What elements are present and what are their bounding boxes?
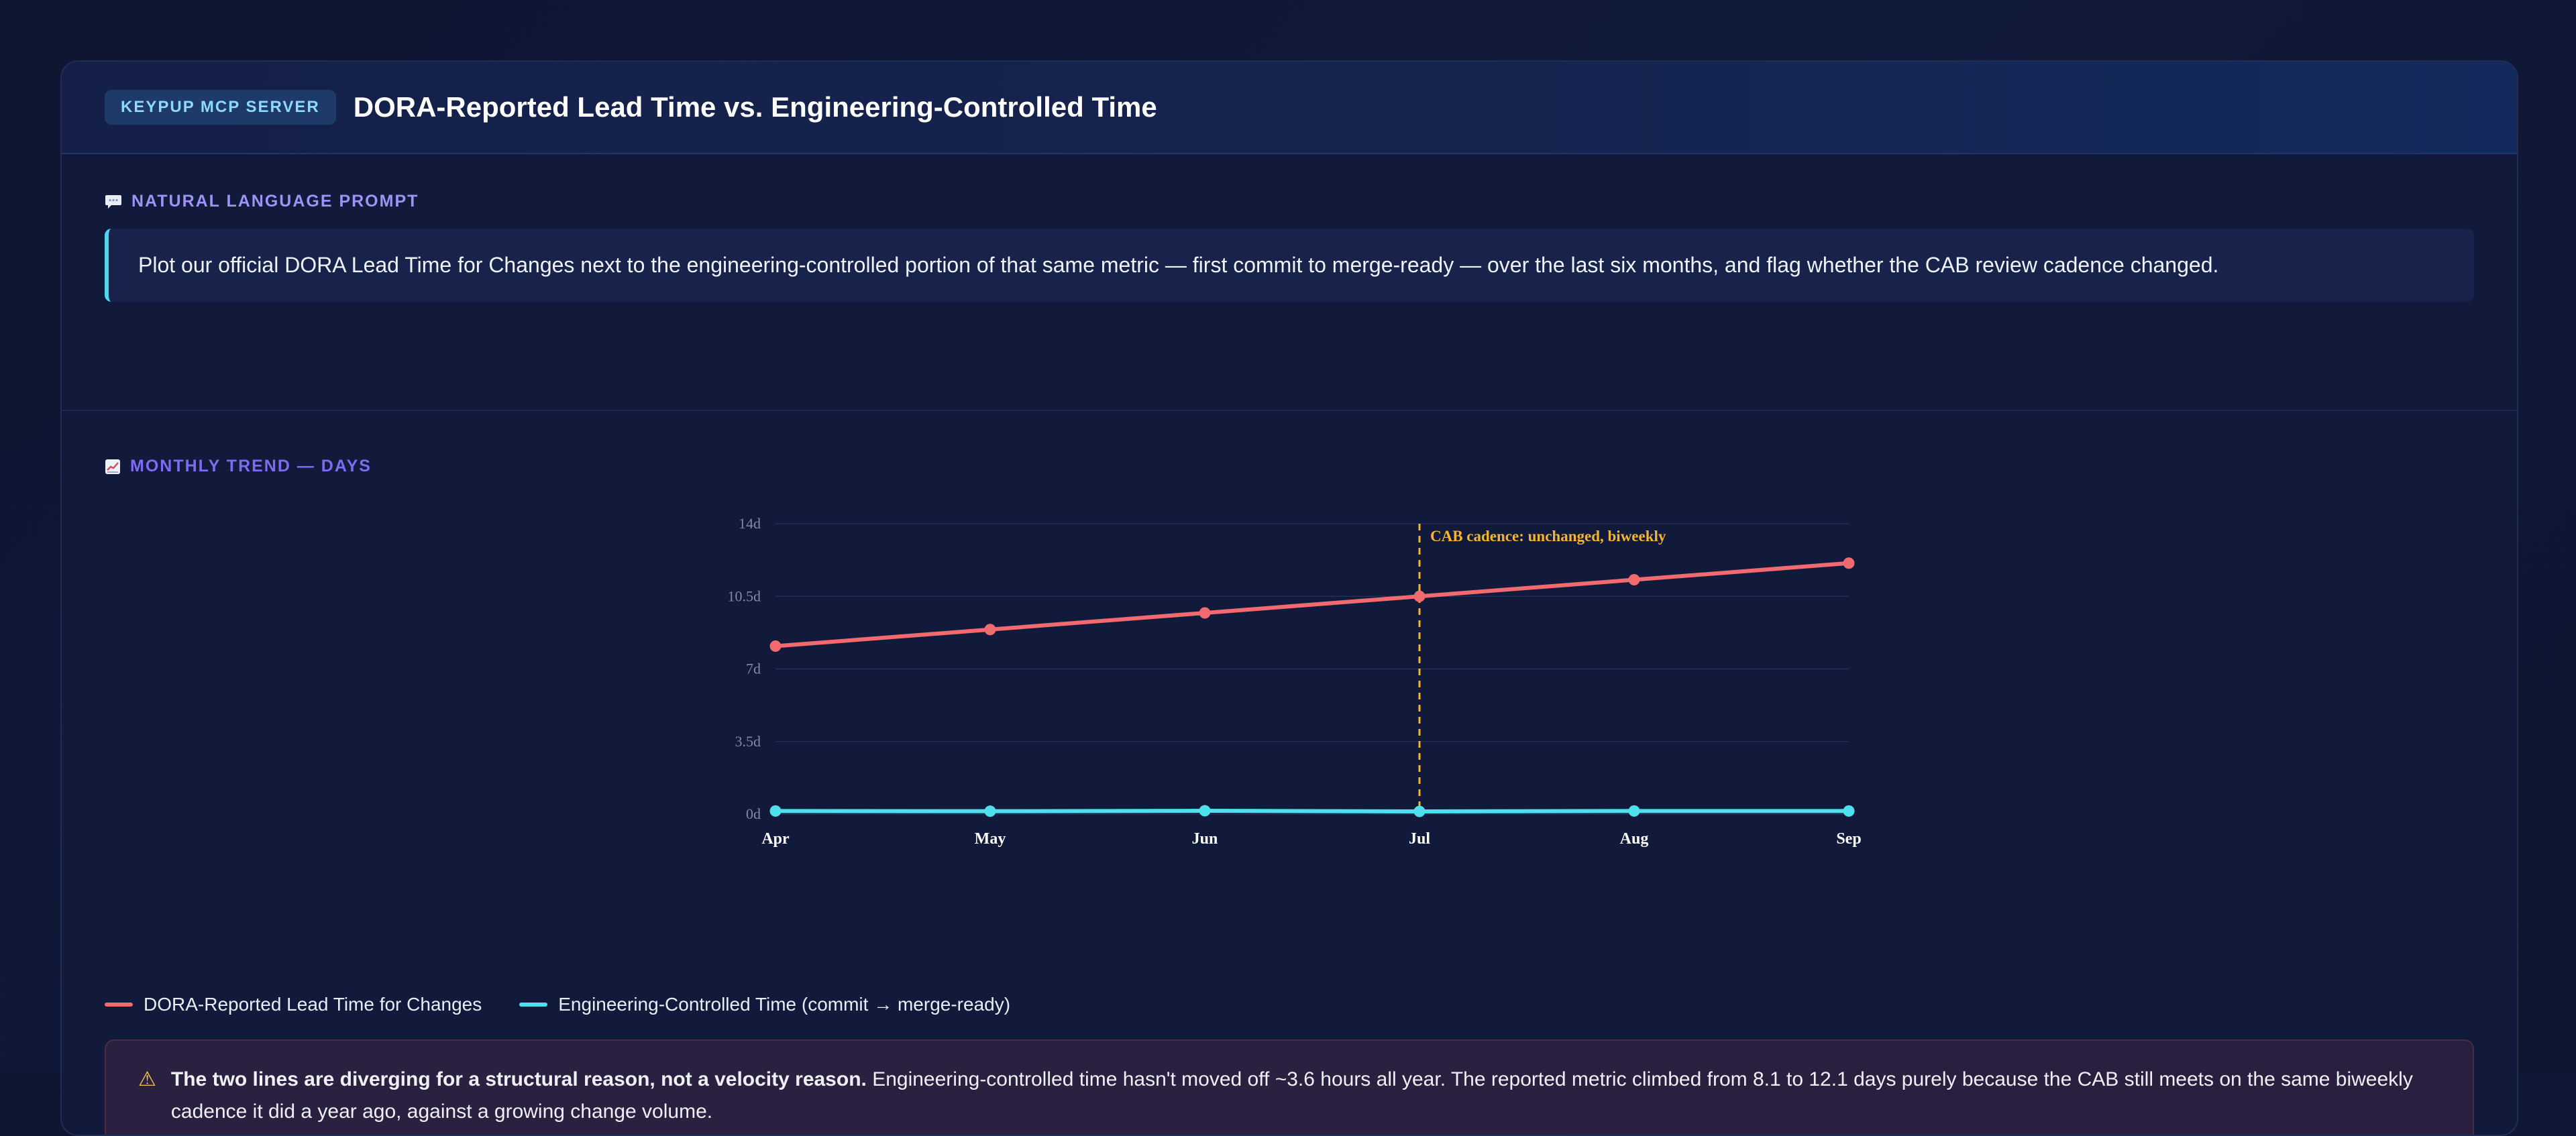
prompt-label-text: NATURAL LANGUAGE PROMPT xyxy=(131,192,419,211)
data-point xyxy=(1199,805,1211,817)
server-badge: KEYPUP MCP SERVER xyxy=(105,90,336,125)
y-tick-label: 7d xyxy=(746,661,761,677)
y-tick-label: 3.5d xyxy=(735,733,761,750)
prompt-text: Plot our official DORA Lead Time for Cha… xyxy=(105,229,2474,302)
data-point xyxy=(1413,805,1426,817)
line-chart: 0d 3.5d 7d 10.5d 14d Apr May Jun Jul Aug Sep CAB ca… xyxy=(728,515,1862,848)
legend-swatch-engineering xyxy=(519,1003,548,1007)
legend-label-engineering: Engineering-Controlled Time (commit → me… xyxy=(558,994,1011,1015)
cab-annotation-label: CAB cadence: unchanged, biweekly xyxy=(1430,528,1666,545)
data-point xyxy=(1628,805,1640,817)
data-point xyxy=(1843,557,1855,569)
x-tick-label: Sep xyxy=(1836,830,1861,848)
data-point xyxy=(1413,590,1426,602)
series-line-0 xyxy=(775,561,1849,648)
data-point xyxy=(769,805,782,817)
x-tick-label: Jul xyxy=(1409,830,1430,848)
chart-legend: DORA-Reported Lead Time for Changes Engi… xyxy=(105,994,2474,1015)
insight-callout: ⚠ The two lines are diverging for a stru… xyxy=(105,1039,2474,1135)
data-point xyxy=(769,640,782,652)
x-tick-label: Aug xyxy=(1620,830,1649,848)
y-tick-label: 0d xyxy=(746,805,761,822)
chart-container: 0d 3.5d 7d 10.5d 14d Apr May Jun Jul Aug Sep CAB ca… xyxy=(105,476,2517,986)
data-point xyxy=(984,624,996,636)
x-tick-label: Apr xyxy=(761,830,790,848)
prompt-section-label: NATURAL LANGUAGE PROMPT xyxy=(105,192,2474,211)
chart-label-text: MONTHLY TREND — DAYS xyxy=(130,457,372,475)
insight-bold: The two lines are diverging for a struct… xyxy=(170,1068,867,1090)
data-point xyxy=(1199,607,1211,619)
legend-item-dora: DORA-Reported Lead Time for Changes xyxy=(105,994,482,1015)
x-tick-label: May xyxy=(975,830,1006,848)
legend-label-dora: DORA-Reported Lead Time for Changes xyxy=(144,994,482,1015)
chart-section: MONTHLY TREND — DAYS 0d 3.5d 7d 10.5d 14d Apr… xyxy=(62,411,2517,1135)
warning-icon: ⚠ xyxy=(138,1068,156,1090)
speech-bubble-icon xyxy=(105,194,121,209)
x-tick-label: Jun xyxy=(1192,830,1218,848)
chart-trend-icon xyxy=(105,459,120,474)
report-card: KEYPUP MCP SERVER DORA-Reported Lead Tim… xyxy=(60,60,2518,1136)
y-tick-label: 10.5d xyxy=(728,587,761,604)
data-point xyxy=(1628,574,1640,586)
insight-body: The two lines are diverging for a struct… xyxy=(171,1064,2440,1128)
page-title: DORA-Reported Lead Time vs. Engineering-… xyxy=(353,91,1157,123)
data-point xyxy=(984,805,996,817)
data-point xyxy=(1843,805,1855,817)
y-tick-label: 14d xyxy=(739,515,761,532)
prompt-section: NATURAL LANGUAGE PROMPT Plot our officia… xyxy=(62,154,2517,411)
chart-section-label: MONTHLY TREND — DAYS xyxy=(105,457,2474,476)
header: KEYPUP MCP SERVER DORA-Reported Lead Tim… xyxy=(62,62,2517,154)
legend-item-engineering: Engineering-Controlled Time (commit → me… xyxy=(519,994,1010,1015)
legend-swatch-dora xyxy=(105,1003,133,1007)
